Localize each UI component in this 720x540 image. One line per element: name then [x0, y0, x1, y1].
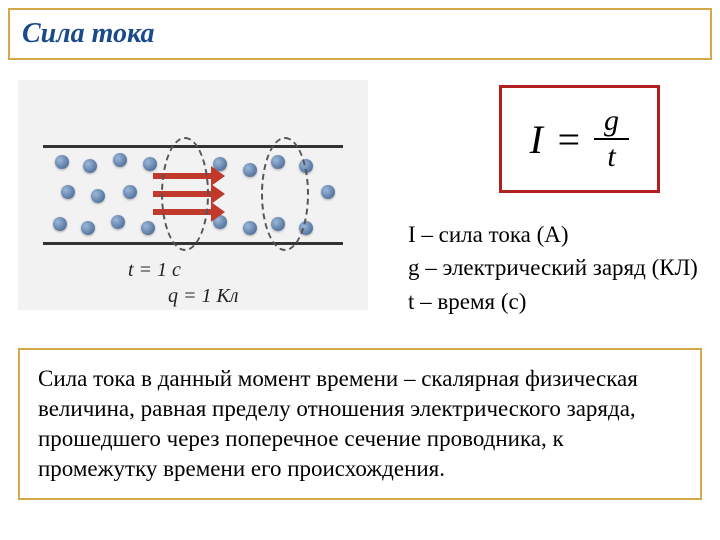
- electron: [321, 185, 335, 199]
- formula-fraction: g t: [594, 104, 629, 174]
- electron: [243, 163, 257, 177]
- current-diagram: t = 1 c q = 1 Кл: [18, 80, 368, 310]
- electron: [91, 189, 105, 203]
- electron: [143, 157, 157, 171]
- formula-num: g: [594, 104, 629, 140]
- electron: [53, 217, 67, 231]
- formula: I = g t: [530, 104, 629, 174]
- formula-lhs: I: [530, 116, 543, 163]
- electron: [55, 155, 69, 169]
- electron: [81, 221, 95, 235]
- electron: [141, 221, 155, 235]
- legend: I – сила тока (А) g – электрический заря…: [408, 218, 698, 318]
- formula-box: I = g t: [499, 85, 660, 193]
- electron: [113, 153, 127, 167]
- definition-text: Сила тока в данный момент времени – скал…: [38, 366, 638, 481]
- cross-section-ellipse: [161, 137, 209, 251]
- diagram-label-q: q = 1 Кл: [168, 285, 239, 308]
- electron: [61, 185, 75, 199]
- electron: [83, 159, 97, 173]
- formula-eq: =: [555, 116, 582, 163]
- electron: [111, 215, 125, 229]
- legend-line-3: t – время (с): [408, 285, 698, 318]
- electron: [243, 221, 257, 235]
- diagram-label-t: t = 1 c: [128, 259, 181, 282]
- formula-den: t: [597, 140, 625, 174]
- page-title: Сила тока: [22, 18, 155, 49]
- definition-box: Сила тока в данный момент времени – скал…: [18, 348, 702, 500]
- electron: [123, 185, 137, 199]
- conductor: [43, 145, 343, 245]
- title-box: Сила тока: [8, 8, 712, 60]
- legend-line-2: g – электрический заряд (КЛ): [408, 251, 698, 284]
- cross-section-ellipse: [261, 137, 309, 251]
- legend-line-1: I – сила тока (А): [408, 218, 698, 251]
